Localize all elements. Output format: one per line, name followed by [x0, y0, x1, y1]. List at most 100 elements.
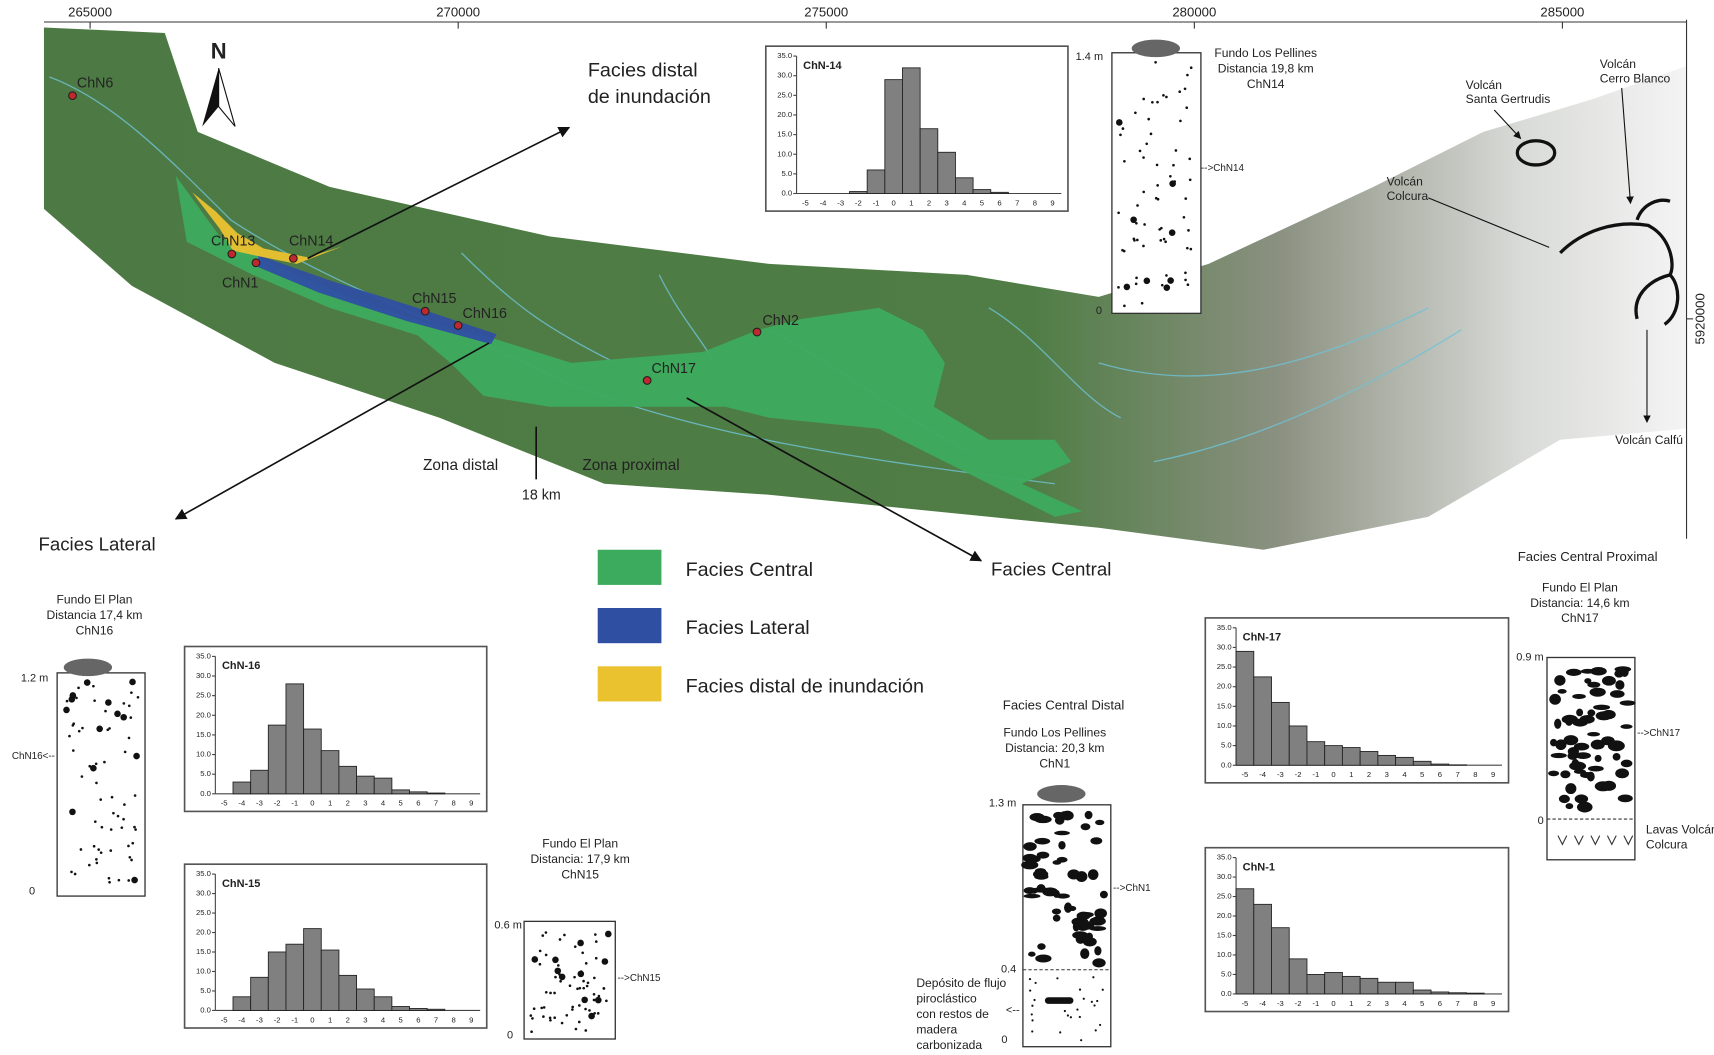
clast — [533, 1007, 536, 1010]
x-tick-label: -5 — [802, 198, 809, 207]
bar — [1272, 928, 1290, 994]
x-tick-label: 0 — [1331, 999, 1335, 1008]
clast — [1064, 1010, 1066, 1012]
y-tick-label: 0.0 — [200, 789, 211, 798]
clast — [581, 951, 584, 954]
clast — [124, 751, 127, 754]
page: {"map":{"xticks":[265000,270000,275000,2… — [0, 0, 1714, 1055]
bar — [1289, 726, 1307, 765]
x-tick-label: 2 — [346, 1015, 350, 1024]
x-tick-label: 6 — [997, 198, 1001, 207]
clast — [1033, 999, 1035, 1001]
clast — [1028, 952, 1036, 957]
clast — [1576, 709, 1583, 717]
sample-point — [753, 328, 761, 336]
y-tick-label: 20.0 — [777, 110, 792, 119]
x-tick-label: 7 — [434, 799, 438, 808]
clast — [1178, 90, 1181, 93]
y-tick-label: 15.0 — [196, 947, 211, 956]
clast — [1031, 1019, 1033, 1021]
clast — [1587, 772, 1595, 782]
bar — [233, 997, 251, 1011]
x-tick-label: -1 — [1312, 999, 1319, 1008]
clast — [584, 1008, 587, 1011]
y-tick-label: 15.0 — [1217, 931, 1232, 940]
clast — [1144, 278, 1151, 285]
clast — [1554, 675, 1565, 686]
clast — [134, 794, 137, 797]
column-header: ChN15 — [561, 867, 599, 881]
bar — [374, 778, 392, 794]
clast — [587, 981, 590, 984]
bar — [1396, 982, 1414, 994]
y-tick-label: 25.0 — [196, 691, 211, 700]
clast — [1613, 753, 1621, 761]
sample-label: ChN6 — [77, 75, 114, 91]
clast — [1142, 98, 1145, 101]
facies-label: Facies Lateral — [38, 533, 155, 554]
clast — [571, 1008, 574, 1011]
y-tick-label: 10.0 — [196, 750, 211, 759]
clast — [1024, 887, 1036, 894]
clast — [1572, 719, 1587, 727]
bar — [920, 129, 938, 194]
clast — [1187, 283, 1190, 286]
sample-point — [228, 250, 236, 258]
x-tick-label: 7 — [1015, 198, 1019, 207]
x-tick-label: -5 — [221, 1015, 228, 1024]
clast — [1056, 977, 1058, 979]
sample-label: ChN1 — [222, 275, 259, 291]
sample-marker: -->ChN17 — [1637, 728, 1680, 739]
bar — [1272, 702, 1290, 765]
clast — [1163, 238, 1166, 241]
clast — [1186, 247, 1189, 250]
clast — [595, 957, 598, 960]
clast — [549, 992, 552, 995]
clast — [539, 950, 542, 953]
zone-label: Zona distal — [423, 457, 498, 474]
y-tick-label: 30.0 — [196, 671, 211, 680]
clast — [559, 938, 562, 941]
clast — [605, 1000, 608, 1003]
clast — [1602, 676, 1616, 686]
sample-point — [252, 259, 260, 267]
clast — [93, 845, 96, 848]
x-tick-label: 1 — [1349, 770, 1353, 779]
clast — [1187, 229, 1190, 232]
clast — [1067, 1014, 1069, 1016]
y-tick-label: 5.0 — [1221, 741, 1232, 750]
clast — [531, 956, 538, 963]
clast — [1620, 700, 1636, 705]
clast — [1156, 184, 1159, 187]
figure: N 2650002700002750002800002850005920000C… — [0, 0, 1714, 1050]
clast — [1156, 164, 1159, 167]
column-header: Distancia 19,8 km — [1218, 61, 1314, 75]
x-tick-label: 5 — [980, 198, 984, 207]
column-note: Lavas Volcán — [1646, 822, 1714, 836]
clast — [1096, 1000, 1098, 1002]
clast — [549, 1019, 552, 1022]
sample-label: ChN14 — [289, 234, 333, 250]
clast — [1169, 180, 1176, 187]
clast — [580, 970, 583, 973]
clast — [1564, 735, 1579, 745]
clast — [563, 934, 566, 937]
clast — [120, 826, 123, 829]
clast — [1134, 111, 1137, 114]
clast — [123, 803, 126, 806]
clast — [1123, 160, 1126, 163]
facies-label: Facies Central — [991, 559, 1111, 580]
clast — [1095, 820, 1104, 825]
clast — [1055, 816, 1065, 825]
y-tick-label: 35.0 — [1217, 853, 1232, 862]
sample-point — [643, 377, 651, 385]
volcano-label: Volcán — [1387, 175, 1423, 189]
column-header: ChN14 — [1247, 77, 1285, 91]
clast — [557, 964, 560, 967]
clast — [1124, 284, 1131, 291]
clast — [593, 993, 596, 996]
y-tick-label: 5.0 — [200, 986, 211, 995]
x-tick-label: 9 — [1491, 999, 1495, 1008]
clast — [1091, 1001, 1093, 1003]
clast — [72, 749, 75, 752]
